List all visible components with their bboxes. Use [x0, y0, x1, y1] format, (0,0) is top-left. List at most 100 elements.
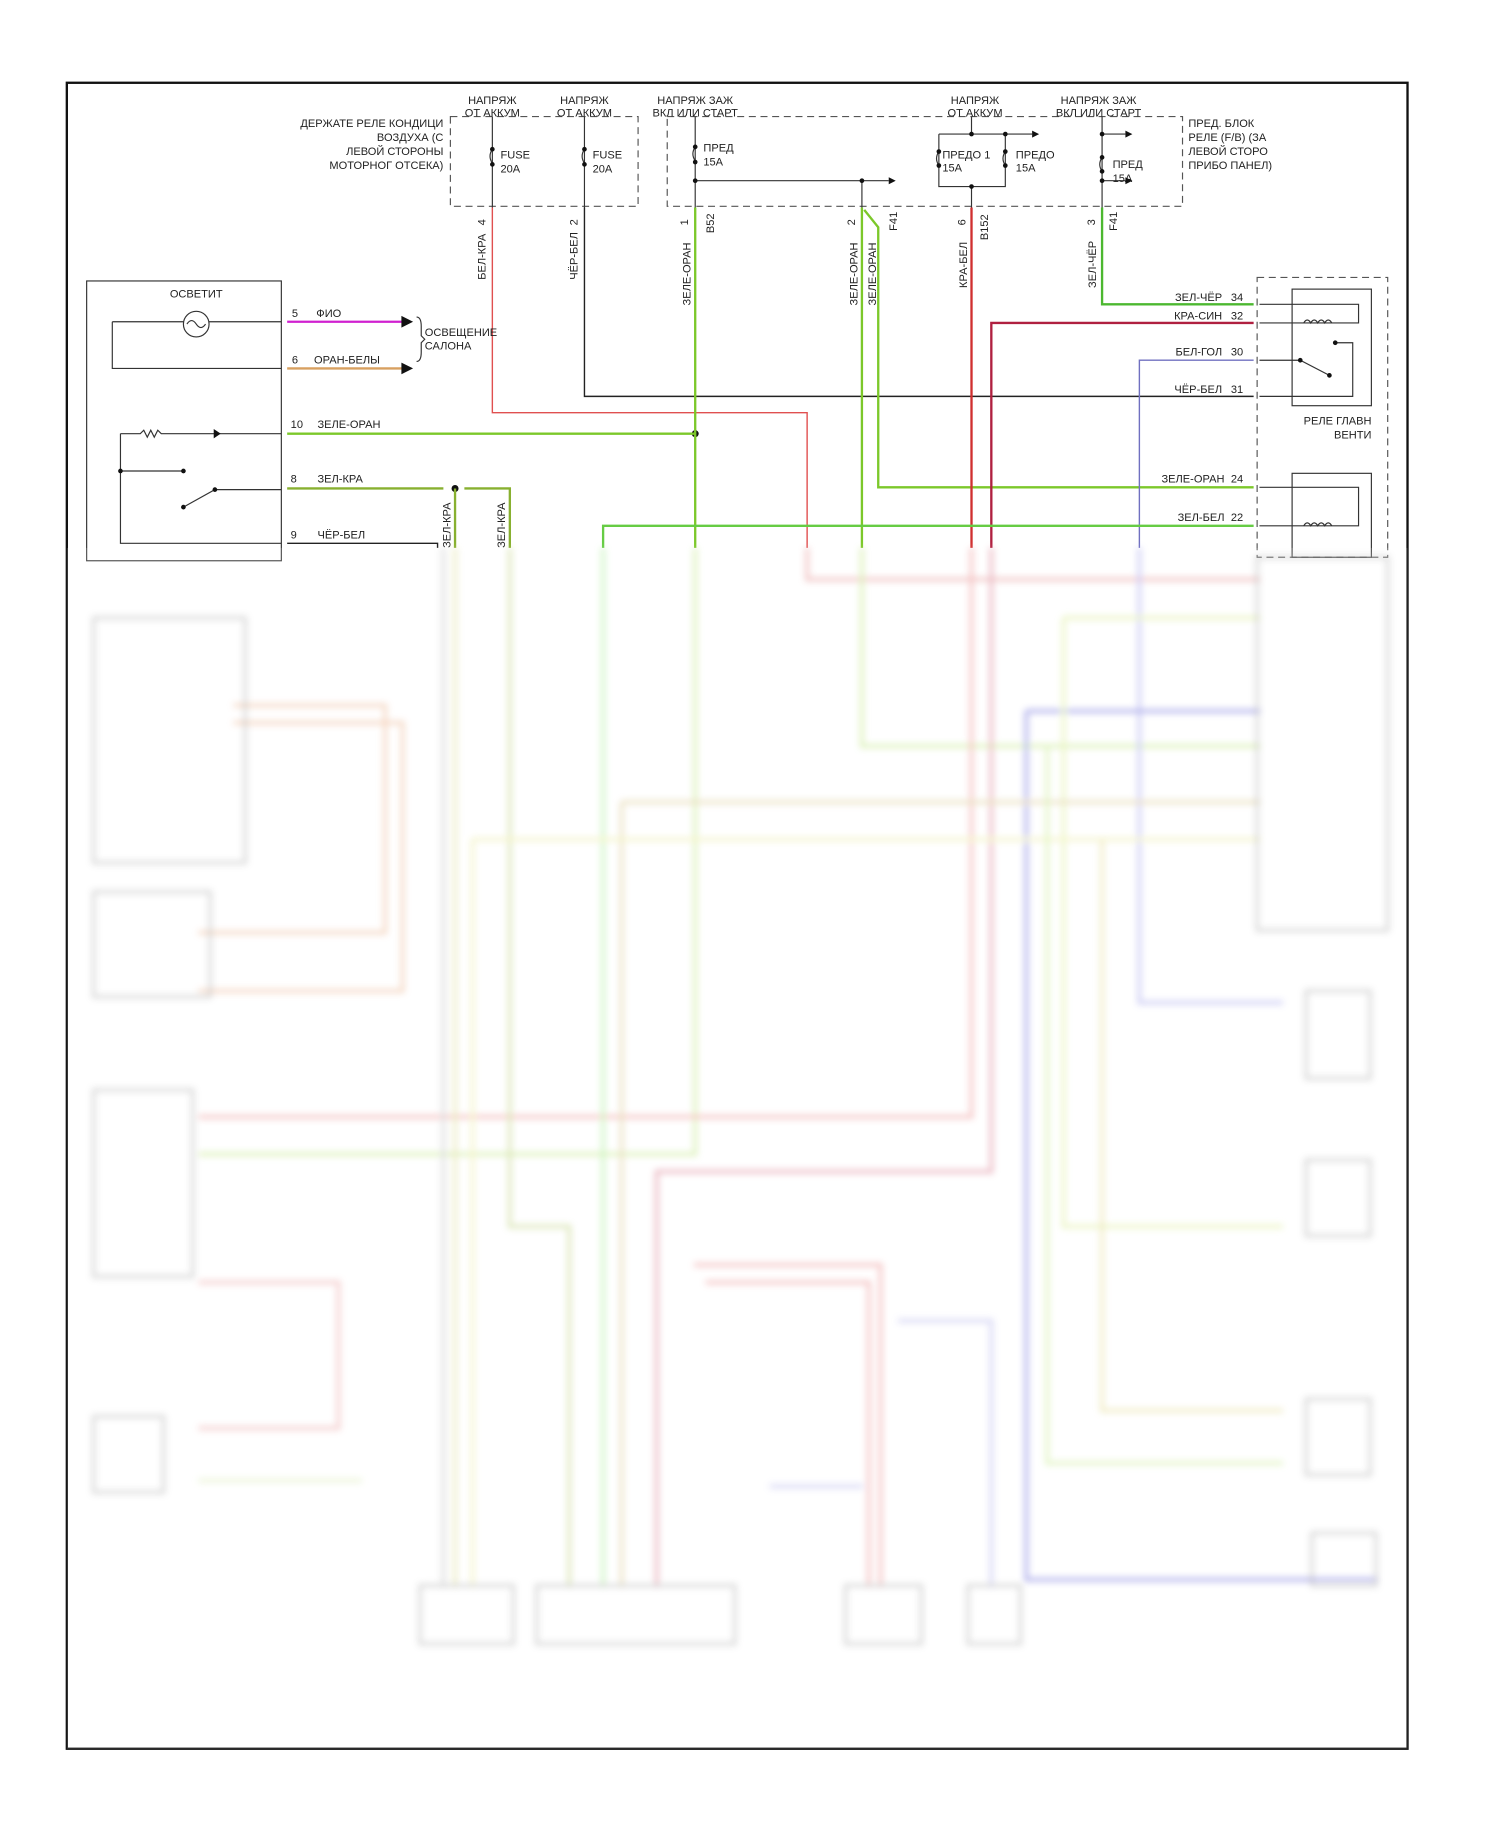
- pin-number: 5: [292, 308, 298, 320]
- fuse-label: ПРЕДО 1: [942, 150, 990, 162]
- pin-number: 6: [957, 219, 969, 225]
- relay-label: РЕЛЕ ГЛАВН: [1304, 415, 1372, 427]
- pin-number: 1: [679, 219, 691, 225]
- wire-label: ЧЁР-БЕЛ: [568, 232, 580, 280]
- connector-id: B52: [705, 213, 717, 233]
- wire-label: ЗЕЛЕ-ОРАН: [848, 242, 860, 305]
- wire-bel-gol: [1138, 359, 1254, 548]
- diagram-frame: [65, 81, 1409, 1750]
- wire-label: ФИО: [316, 308, 341, 320]
- pin-number: 30: [1231, 347, 1243, 359]
- source-label: ОТ АККУМ: [465, 108, 520, 120]
- source-label: ОТ АККУМ: [557, 108, 612, 120]
- source-label: ВКЛ ИЛИ СТАРТ: [652, 108, 738, 120]
- fuse-rating: 20A: [501, 164, 521, 176]
- source-label: НАПРЯЖ ЗАЖ: [1061, 95, 1138, 107]
- wire-label: ЗЕЛ-КРА: [441, 502, 453, 548]
- box-label: ПРЕД. БЛОК: [1188, 118, 1254, 130]
- brace: [416, 316, 426, 362]
- source-label: НАПРЯЖ: [468, 95, 517, 107]
- fuse-rating: 20A: [593, 164, 613, 176]
- relay-label: ВЕНТИ: [1334, 429, 1372, 441]
- source-label: НАПРЯЖ ЗАЖ: [657, 95, 734, 107]
- fuse-label: ПРЕД: [1113, 159, 1144, 171]
- source-label: НАПРЯЖ: [951, 95, 1000, 107]
- wire-zel-bel: [601, 524, 1254, 548]
- fuse-rating: 15A: [1113, 173, 1133, 185]
- fuse-label: ПРЕДО: [1016, 150, 1055, 162]
- coil-icon: [1303, 319, 1333, 527]
- wire-label: ЗЕЛ-ЧЁР: [1087, 241, 1099, 288]
- wire-label: КРА-БЕЛ: [958, 242, 970, 288]
- source-label: ВКЛ ИЛИ СТАРТ: [1056, 108, 1142, 120]
- interior-light-label: САЛОНА: [425, 341, 472, 353]
- source-label: ОТ АККУМ: [947, 108, 1002, 120]
- wire-zele-oran-24: [863, 209, 1254, 489]
- switch-component: ОСВЕТИТ 5 ФИО 6 ОРАН-БЕЛЫ 10 ЗЕЛЕ-ОРАН 8…: [86, 280, 497, 562]
- wire-label: ЗЕЛЕ-ОРАН: [682, 242, 694, 305]
- wire-cher-bel-9: [287, 542, 439, 548]
- wire-label: БЕЛ-КРА: [476, 233, 488, 280]
- pin-number: 2: [846, 219, 858, 225]
- box-label: ЛЕВОЙ СТОРО: [1188, 145, 1268, 158]
- wire-vertical-labels: 4 БЕЛ-КРА 2 ЧЁР-БЕЛ 1 B52 ЗЕЛЕ-ОРАН 2 F4…: [441, 212, 1120, 548]
- wire-bel-kra: [491, 207, 808, 548]
- fuse-label: ПРЕД: [703, 143, 734, 155]
- main-fan-relay: [1291, 288, 1372, 407]
- power-source-labels: НАПРЯЖ ОТ АККУМ НАПРЯЖ ОТ АККУМ НАПРЯЖ З…: [465, 95, 1142, 120]
- wire-label: ЧЁР-БЕЛ: [1174, 384, 1222, 396]
- box-label: ДЕРЖАТЕ РЕЛЕ КОНДИЦИ: [300, 118, 443, 130]
- pin-number: 2: [568, 219, 580, 225]
- wire-label: ЧЁР-БЕЛ: [317, 530, 365, 542]
- connector-id: F41: [1108, 212, 1120, 231]
- fuse-rating: 15A: [703, 157, 723, 169]
- arrow-icons: [401, 130, 1133, 375]
- connector-id: F41: [888, 212, 900, 231]
- wire-label: ЗЕЛ-ЧЁР: [1175, 292, 1222, 304]
- fan-relay-2: [1291, 472, 1372, 558]
- relay-block: РЕЛЕ ГЛАВН ВЕНТИ ЗЕЛ-ЧЁР 34 КРА-СИН 32 Б…: [1161, 276, 1389, 558]
- pin-number: 34: [1231, 292, 1243, 304]
- fuse-relay-box-engine: ДЕРЖАТЕ РЕЛЕ КОНДИЦИ ВОЗДУХА (С ЛЕВОЙ СТ…: [300, 115, 639, 207]
- wire-cher-bel: [583, 207, 1254, 398]
- pin-number: 6: [292, 355, 298, 367]
- wire-zel-cher: [1100, 207, 1254, 306]
- box-label: МОТОРНОГ ОТСЕКА): [329, 160, 443, 172]
- pin-number: 10: [291, 419, 303, 431]
- pin-number: 22: [1231, 512, 1243, 524]
- lamp-label: ОСВЕТИТ: [170, 288, 223, 300]
- connector-id: B152: [979, 214, 991, 240]
- wire-zel-kra: [287, 487, 512, 548]
- pin-number: 3: [1086, 219, 1098, 225]
- pin-number: 9: [291, 530, 297, 542]
- junction-dots: [451, 131, 1105, 492]
- wire-label: КРА-СИН: [1174, 310, 1222, 322]
- blurred-components: [92, 556, 1389, 1645]
- wire-label: ОРАН-БЕЛЫ: [314, 355, 380, 367]
- led-icon: [213, 429, 221, 439]
- fuse-rating: 15A: [942, 162, 962, 174]
- fuse-labels: FUSE 20A FUSE 20A ПРЕД 15A ПРЕДО 1 15A П…: [501, 143, 1144, 185]
- wire-kra-sin: [990, 321, 1254, 548]
- box-label: ЛЕВОЙ СТОРОНЫ: [346, 145, 443, 158]
- blurred-lower-diagram: [198, 547, 1377, 1586]
- blur-overlay: [66, 547, 1408, 1749]
- pin-number: 32: [1231, 310, 1243, 322]
- wire-label: ЗЕЛ-БЕЛ: [1178, 512, 1225, 524]
- box-label: ВОЗДУХА (С: [377, 132, 443, 144]
- wire-label: ЗЕЛ-КРА: [496, 502, 508, 548]
- pin-number: 24: [1231, 474, 1243, 486]
- source-label: НАПРЯЖ: [560, 95, 609, 107]
- wire-label: ЗЕЛЕ-ОРАН: [1161, 474, 1224, 486]
- fuse-label: FUSE: [501, 150, 531, 162]
- box-label: РЕЛЕ (F/B) (ЗА: [1188, 132, 1266, 144]
- pin-number: 4: [476, 219, 488, 225]
- lamp-icon: [111, 310, 282, 544]
- box-label: ПРИБО ПАНЕЛ): [1188, 160, 1272, 172]
- wire-label: ЗЕЛ-КРА: [317, 474, 363, 486]
- fuse-relay-box-dash: ПРЕД. БЛОК РЕЛЕ (F/B) (ЗА ЛЕВОЙ СТОРО ПР…: [666, 115, 1272, 207]
- interior-light-label: ОСВЕЩЕНИЕ: [425, 327, 497, 339]
- fuse-label: FUSE: [593, 150, 623, 162]
